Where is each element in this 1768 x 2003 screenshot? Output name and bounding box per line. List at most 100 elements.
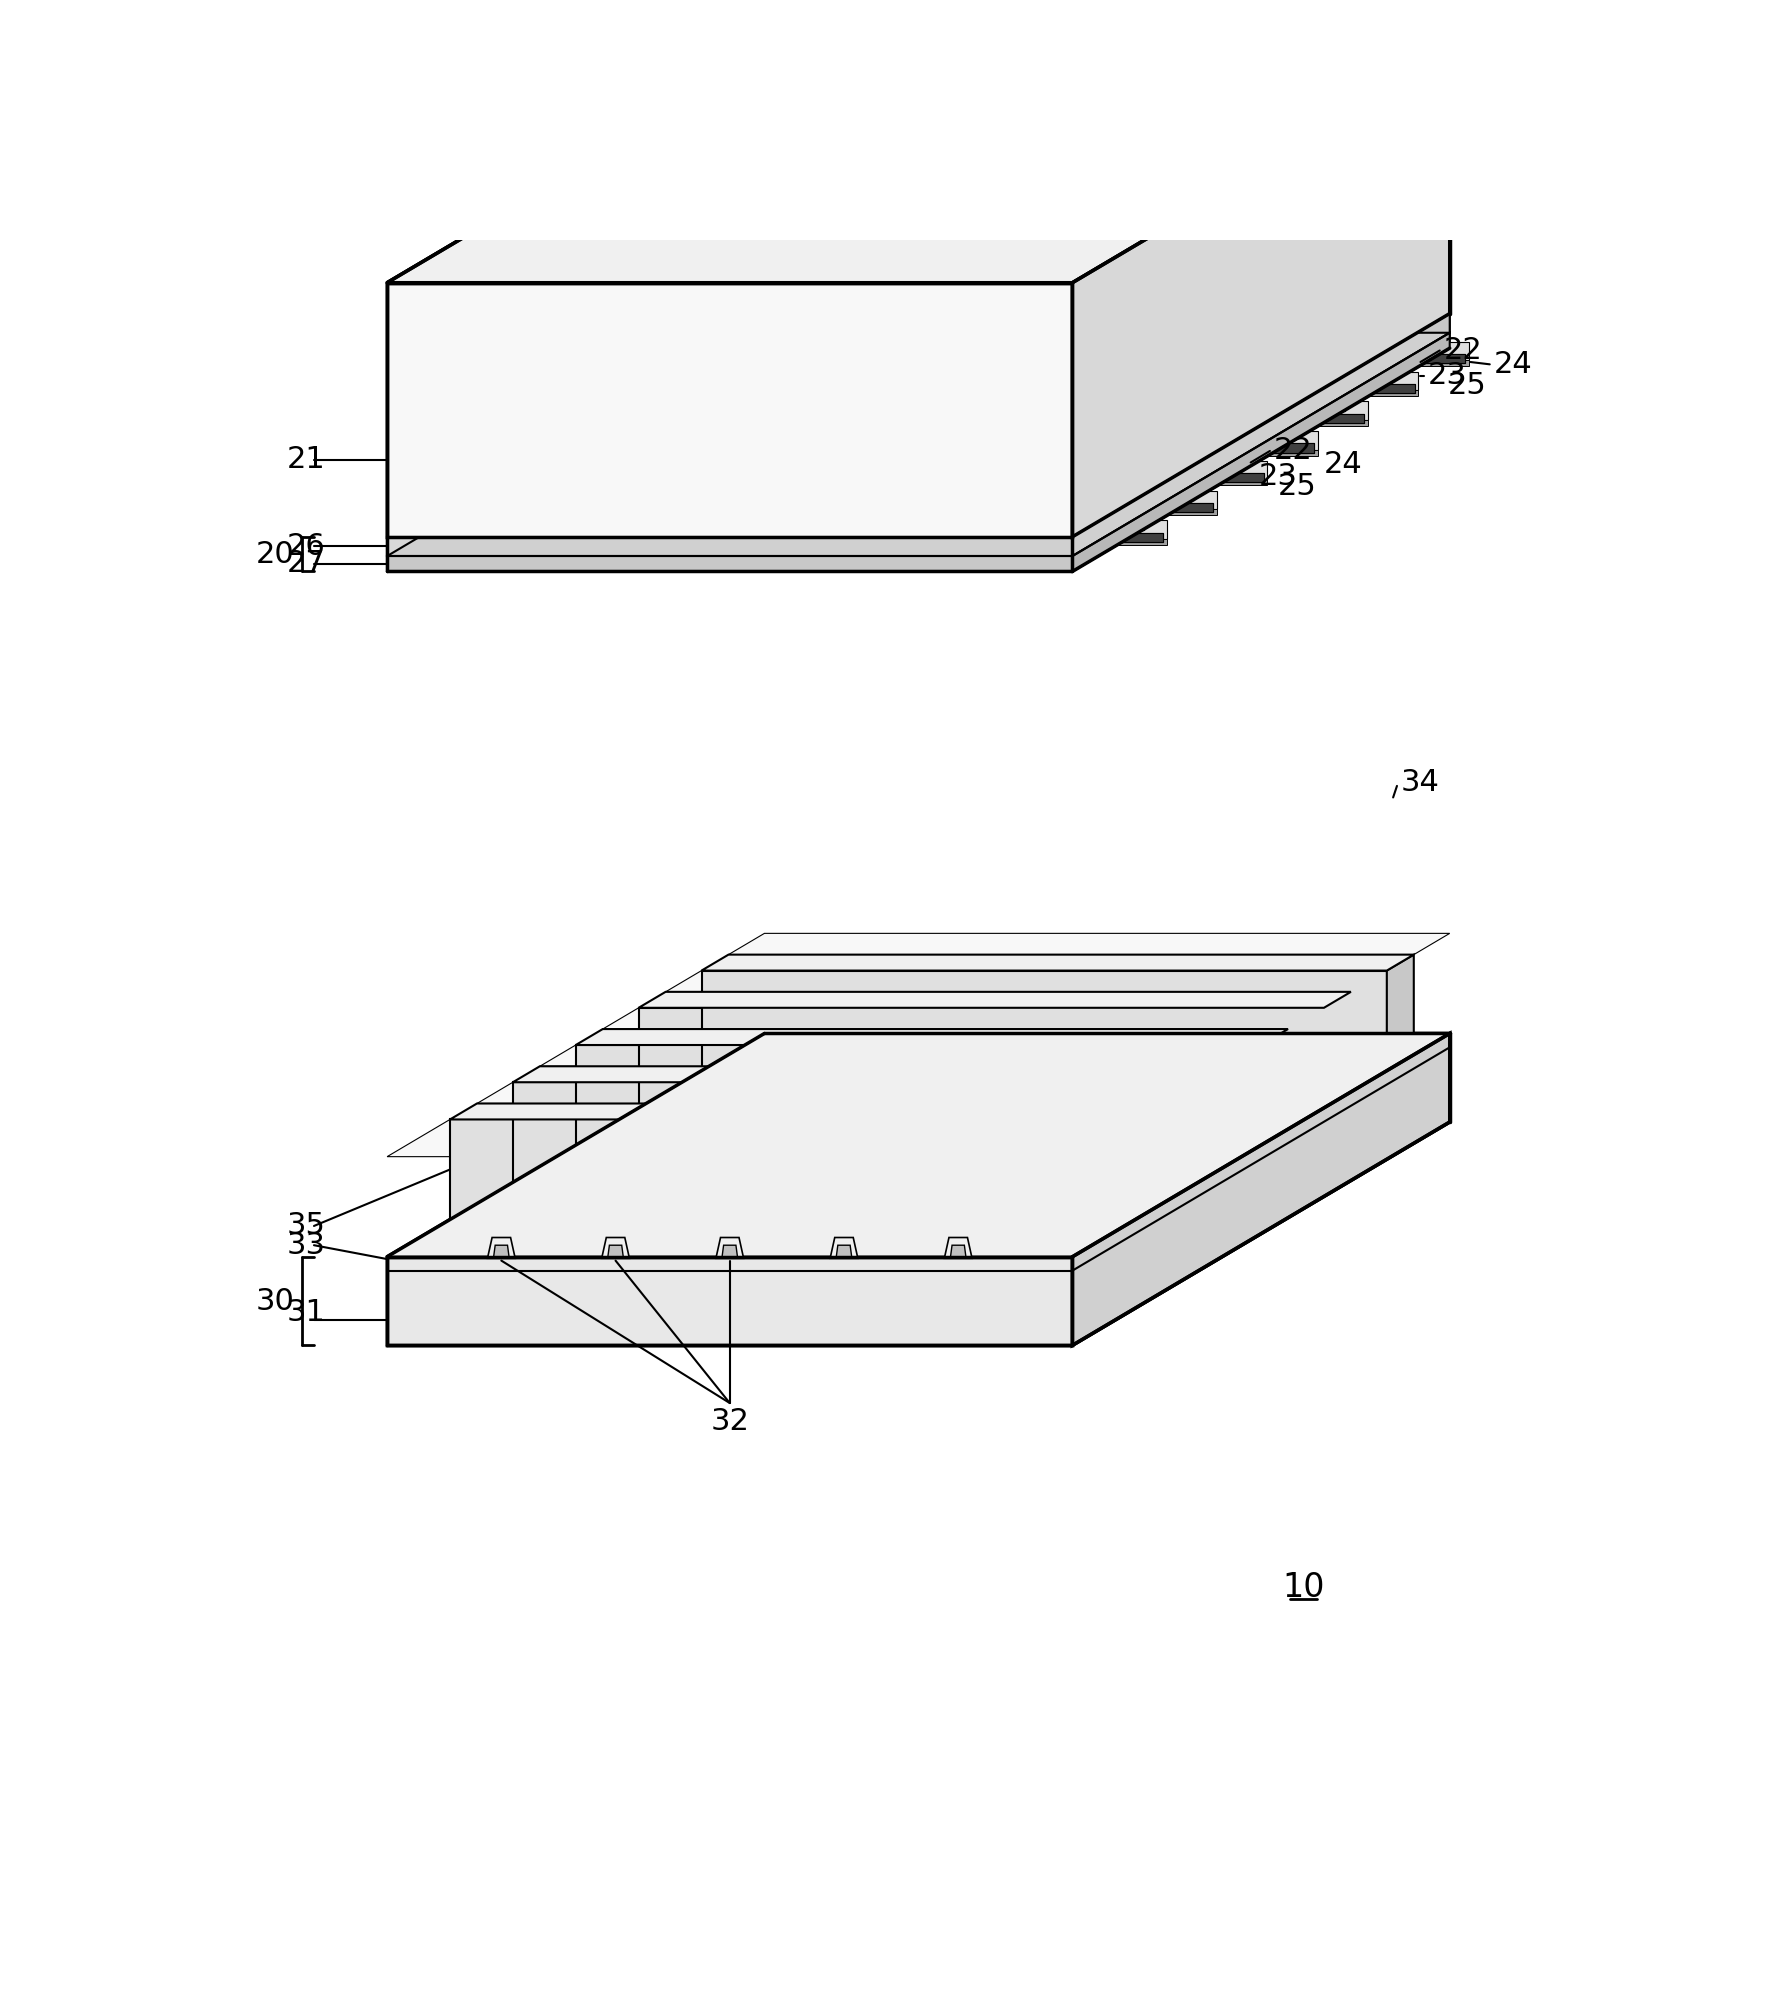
Polygon shape [1094,539,1167,545]
Polygon shape [1098,533,1163,543]
Text: 25: 25 [1448,371,1487,401]
Polygon shape [1349,373,1395,381]
Polygon shape [1347,391,1418,397]
Polygon shape [1248,443,1314,453]
Polygon shape [387,60,1450,282]
Polygon shape [387,537,1073,557]
Text: 24: 24 [1324,451,1363,479]
Polygon shape [951,1246,965,1256]
Polygon shape [1261,1030,1289,1146]
Polygon shape [488,1238,514,1258]
Polygon shape [1135,1104,1162,1220]
Polygon shape [1246,449,1317,457]
Polygon shape [1098,523,1144,529]
Polygon shape [1248,443,1314,453]
Polygon shape [387,1034,1450,1256]
Polygon shape [1195,479,1268,485]
Polygon shape [721,1246,737,1256]
Polygon shape [1073,332,1450,571]
Text: 32: 32 [711,1406,750,1436]
Polygon shape [1199,463,1245,471]
Polygon shape [451,1120,1135,1220]
Polygon shape [1094,521,1167,539]
Polygon shape [1349,373,1395,381]
Polygon shape [1248,433,1294,441]
Polygon shape [1400,343,1446,351]
Polygon shape [1073,314,1450,557]
Text: 33: 33 [286,1230,325,1260]
Text: 27: 27 [286,549,325,579]
Polygon shape [513,1082,1199,1182]
Polygon shape [1199,463,1245,471]
Polygon shape [836,1246,852,1256]
Polygon shape [1400,343,1446,351]
Text: 23: 23 [1429,361,1467,391]
Polygon shape [1147,503,1213,513]
Polygon shape [601,1238,629,1258]
Polygon shape [387,332,1450,557]
Text: 10: 10 [1282,1572,1324,1604]
Polygon shape [387,1034,1450,1256]
Polygon shape [1084,276,1162,290]
Polygon shape [665,971,1386,991]
Polygon shape [1349,385,1414,393]
Polygon shape [836,1246,852,1268]
Polygon shape [1296,421,1368,427]
Polygon shape [1248,433,1294,441]
Polygon shape [1146,491,1216,509]
Polygon shape [493,1246,509,1268]
Polygon shape [387,314,1450,537]
Polygon shape [1199,1066,1225,1182]
Polygon shape [951,1030,1344,1254]
Polygon shape [1349,385,1414,393]
Polygon shape [603,1008,1324,1030]
Text: 30: 30 [256,1286,295,1316]
Polygon shape [387,314,1450,537]
Polygon shape [702,955,1414,971]
Polygon shape [387,282,1073,537]
Polygon shape [1299,403,1345,411]
Text: 21: 21 [286,445,325,475]
Polygon shape [836,1030,1229,1254]
Polygon shape [716,1238,744,1258]
Polygon shape [387,1256,1073,1346]
Polygon shape [387,557,1073,571]
Text: 20: 20 [256,539,295,569]
Polygon shape [1299,403,1345,411]
Polygon shape [1098,523,1144,529]
Polygon shape [1397,343,1469,361]
Polygon shape [1397,361,1469,367]
Polygon shape [1073,314,1450,557]
Text: 22: 22 [1273,437,1312,465]
Polygon shape [1400,355,1466,363]
Polygon shape [1299,413,1365,423]
Polygon shape [1400,355,1466,363]
Polygon shape [608,1246,624,1268]
Polygon shape [387,1256,1073,1346]
Polygon shape [1147,503,1213,513]
Polygon shape [721,1246,737,1268]
Polygon shape [728,933,1450,955]
Polygon shape [387,282,1073,537]
Text: 26: 26 [286,531,325,561]
Text: 31: 31 [286,1298,325,1326]
Text: 24: 24 [1494,351,1533,379]
Polygon shape [951,1246,965,1268]
Polygon shape [1347,371,1418,391]
Text: 35: 35 [286,1212,325,1240]
Text: 25: 25 [1278,473,1317,501]
Polygon shape [387,557,1073,571]
Polygon shape [1299,413,1365,423]
Polygon shape [493,1030,886,1254]
Polygon shape [1199,473,1264,483]
Polygon shape [539,1046,1261,1066]
Polygon shape [576,1030,1289,1046]
Polygon shape [1147,493,1193,501]
Polygon shape [638,1008,1324,1108]
Polygon shape [1073,332,1450,571]
Polygon shape [1146,509,1216,515]
Polygon shape [1324,991,1351,1108]
Polygon shape [1147,493,1193,501]
Polygon shape [1073,1034,1450,1346]
Text: 34: 34 [1400,767,1439,797]
